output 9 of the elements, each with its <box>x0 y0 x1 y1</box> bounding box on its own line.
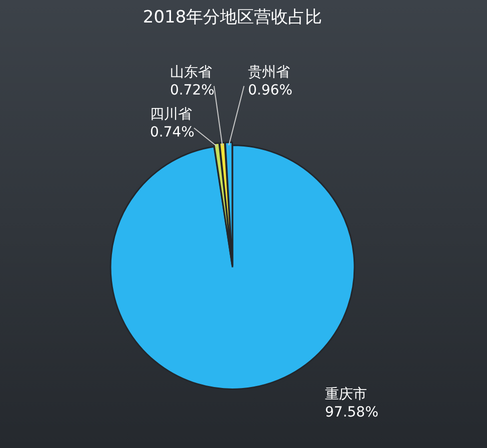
slice-label: 四川省 <box>150 106 192 123</box>
data-label: 97.58% <box>325 404 378 421</box>
data-label: 0.72% <box>170 82 214 99</box>
slice-label: 山东省 <box>170 64 212 81</box>
data-label: 0.74% <box>150 124 194 141</box>
slice-label: 贵州省 <box>248 64 290 81</box>
data-label: 0.96% <box>248 82 292 99</box>
chart-title: 2018年分地区营收占比 <box>142 8 322 28</box>
slice-label: 重庆市 <box>325 386 367 403</box>
